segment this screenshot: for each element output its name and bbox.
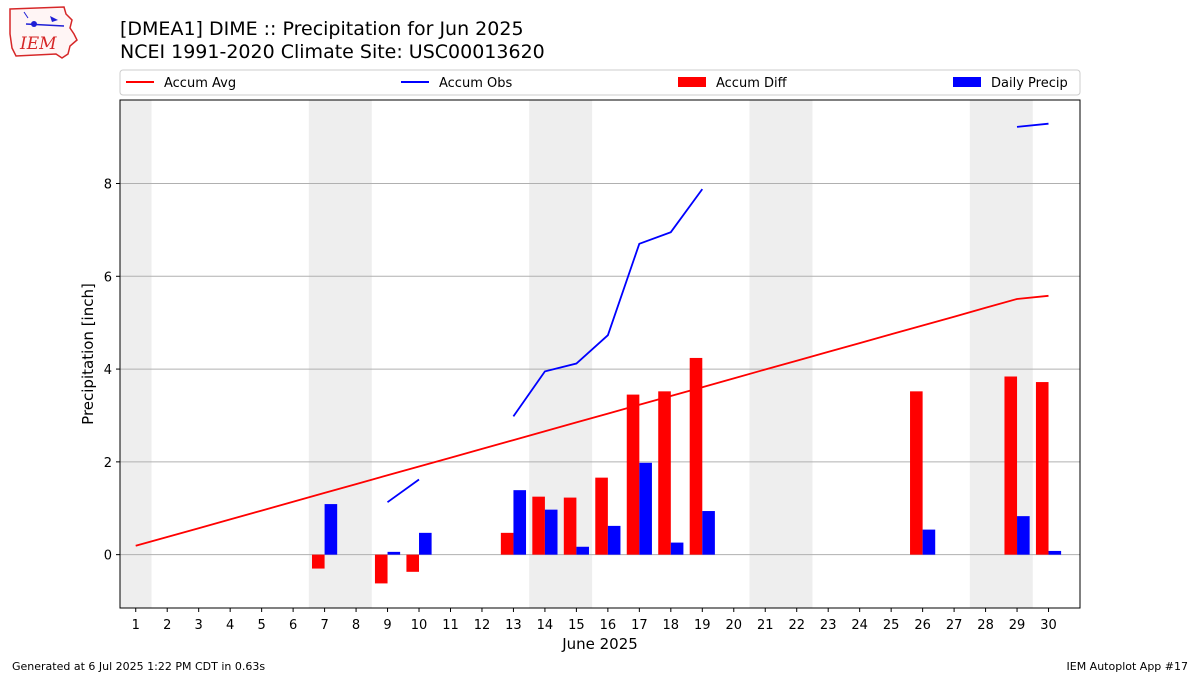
iem-logo: IEM <box>6 4 82 60</box>
x-tick-label: 15 <box>568 618 585 633</box>
daily-precip-bar <box>576 546 589 555</box>
weekend-band <box>308 100 372 608</box>
x-tick-label: 25 <box>883 618 900 633</box>
generated-footer: Generated at 6 Jul 2025 1:22 PM CDT in 0… <box>12 660 266 673</box>
daily-precip-bar <box>1017 516 1030 555</box>
accum-diff-bar <box>532 496 545 555</box>
accum-diff-bar <box>689 357 703 555</box>
x-tick-label: 14 <box>537 618 554 633</box>
x-tick-label: 18 <box>663 618 680 633</box>
daily-precip-bar <box>387 551 401 555</box>
x-tick-label: 20 <box>725 618 742 633</box>
svg-text:IEM: IEM <box>19 34 57 54</box>
accum-diff-bar <box>500 532 514 555</box>
legend-swatch-bar <box>678 77 706 87</box>
accum-diff-bar <box>374 554 388 584</box>
x-tick-label: 19 <box>694 618 711 633</box>
legend-label: Accum Avg <box>164 76 236 91</box>
weekend-band <box>749 100 813 608</box>
x-tick-label: 22 <box>788 618 805 633</box>
x-tick-label: 7 <box>320 618 328 633</box>
accum-diff-bar <box>406 554 420 572</box>
daily-precip-bar <box>419 532 432 555</box>
legend-box <box>119 69 1081 96</box>
accum-obs-line <box>1016 122 1049 128</box>
x-tick-label: 30 <box>1040 618 1057 633</box>
daily-precip-bar <box>922 529 936 555</box>
x-axis-label: June 2025 <box>561 635 638 653</box>
plot-frame <box>119 99 1081 609</box>
daily-precip-bar <box>702 511 715 555</box>
y-tick-label: 8 <box>104 178 112 193</box>
accum-obs-line <box>386 478 420 503</box>
accum-diff-bar <box>312 554 325 569</box>
accum-diff-bar <box>910 391 923 555</box>
legend-swatch-bar <box>953 77 981 87</box>
daily-precip-bar <box>513 490 527 555</box>
daily-precip-bar <box>544 509 558 555</box>
daily-precip-bar <box>324 504 338 555</box>
accum-obs-line <box>512 188 704 417</box>
y-tick-label: 0 <box>104 549 112 564</box>
x-tick-label: 4 <box>226 618 234 633</box>
accum-diff-bar <box>626 394 640 555</box>
x-tick-label: 29 <box>1009 618 1026 633</box>
x-tick-label: 8 <box>352 618 360 633</box>
x-tick-label: 21 <box>757 618 774 633</box>
x-tick-label: 13 <box>505 618 522 633</box>
app-footer: IEM Autoplot App #17 <box>1066 660 1189 673</box>
x-tick-label: 11 <box>442 618 459 633</box>
accum-avg-line <box>135 294 1049 547</box>
x-tick-label: 17 <box>631 618 648 633</box>
x-tick-label: 28 <box>977 618 994 633</box>
y-tick-label: 2 <box>104 456 112 471</box>
chart-subtitle: NCEI 1991-2020 Climate Site: USC00013620 <box>120 41 545 63</box>
y-axis-label: Precipitation [inch] <box>79 283 97 425</box>
accum-diff-bar <box>658 391 671 555</box>
daily-precip-bar <box>639 462 652 555</box>
chart-title: [DMEA1] DIME :: Precipitation for Jun 20… <box>120 18 524 40</box>
legend-label: Accum Diff <box>716 76 788 91</box>
x-tick-label: 16 <box>600 618 617 633</box>
x-tick-label: 23 <box>820 618 837 633</box>
x-tick-label: 1 <box>132 618 140 633</box>
x-tick-label: 6 <box>289 618 297 633</box>
x-tick-label: 3 <box>195 618 203 633</box>
x-tick-label: 5 <box>257 618 265 633</box>
daily-precip-bar <box>1048 550 1062 555</box>
y-tick-label: 4 <box>104 363 112 378</box>
accum-diff-bar <box>595 477 608 555</box>
accum-diff-bar <box>1035 382 1049 555</box>
accum-diff-bar <box>563 497 577 555</box>
x-tick-label: 12 <box>474 618 491 633</box>
accum-diff-bar <box>1004 376 1018 555</box>
x-tick-label: 27 <box>946 618 963 633</box>
y-tick-label: 6 <box>104 270 112 285</box>
daily-precip-bar <box>607 525 621 555</box>
legend: Accum Avg Accum Obs Accum Diff Daily Precip <box>119 69 1081 96</box>
x-tick-label: 2 <box>163 618 171 633</box>
x-tick-label: 10 <box>411 618 428 633</box>
legend-label: Accum Obs <box>439 76 512 91</box>
daily-precip-bar <box>670 542 684 555</box>
legend-label: Daily Precip <box>991 76 1068 91</box>
x-tick-label: 9 <box>383 618 391 633</box>
weekend-band <box>120 100 152 608</box>
x-tick-label: 24 <box>851 618 868 633</box>
x-tick-label: 26 <box>914 618 931 633</box>
